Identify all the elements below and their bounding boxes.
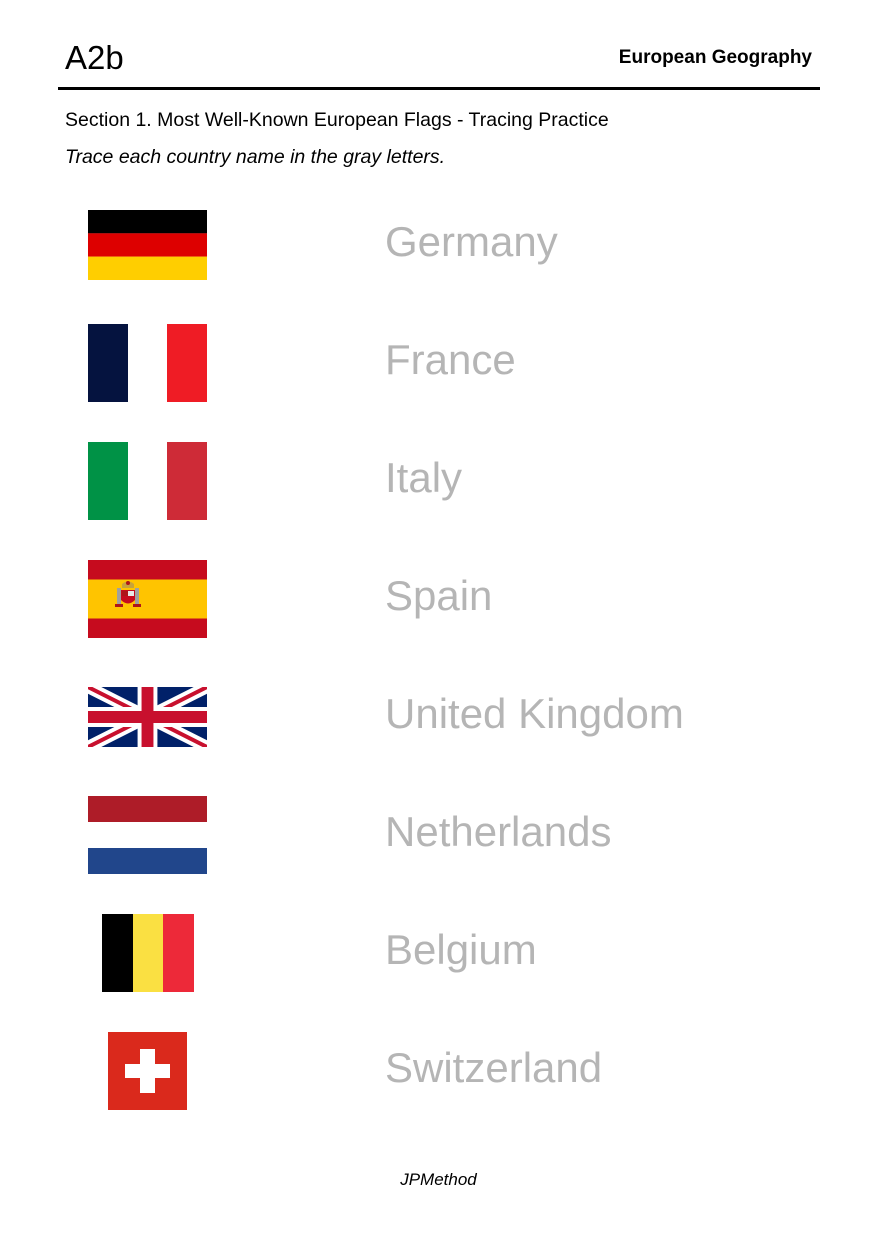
section-title: Section 1. Most Well-Known European Flag… [65, 109, 609, 131]
germany-flag [88, 210, 207, 280]
country-name-switzerland: Switzerland [385, 1044, 603, 1091]
level-label: A2b [65, 39, 124, 76]
flag-cell [88, 908, 207, 998]
country-name-germany: Germany [385, 218, 558, 265]
country-name-italy: Italy [385, 454, 463, 501]
country-name-belgium: Belgium [385, 926, 537, 973]
flag-row-netherlands: Netherlands [0, 790, 877, 908]
flag-row-france: France [0, 318, 877, 436]
flag-cell [88, 790, 207, 880]
flag-row-italy: Italy [0, 436, 877, 554]
page-header: A2b European Geography [0, 0, 877, 90]
country-name-netherlands: Netherlands [385, 808, 612, 855]
flag-row-united-kingdom: United Kingdom [0, 672, 877, 790]
flag-row-germany: Germany [0, 200, 877, 318]
country-name-united-kingdom: United Kingdom [385, 690, 684, 737]
flag-cell [88, 200, 207, 290]
flag-cell [88, 1026, 207, 1116]
belgium-flag [101, 914, 194, 992]
flag-list: Germany France Italy [0, 200, 877, 1144]
france-flag [88, 324, 207, 402]
flag-row-switzerland: Switzerland [0, 1026, 877, 1144]
united-kingdom-flag [88, 687, 207, 747]
spain-flag [88, 560, 207, 638]
flag-cell [88, 436, 207, 526]
flag-cell [88, 554, 207, 644]
switzerland-flag [108, 1032, 187, 1110]
header-divider [58, 87, 820, 90]
flag-cell [88, 672, 207, 762]
flag-row-spain: Spain [0, 554, 877, 672]
footer-brand: JPMethod [400, 1170, 477, 1189]
subject-title: European Geography [618, 47, 812, 68]
country-name-spain: Spain [385, 572, 493, 619]
italy-flag [88, 442, 207, 520]
flag-cell [88, 318, 207, 408]
instruction-text: Trace each country name in the gray lett… [65, 146, 446, 168]
netherlands-flag [88, 796, 207, 874]
flag-row-belgium: Belgium [0, 908, 877, 1026]
country-name-france: France [385, 336, 516, 383]
coat-of-arms-icon [115, 581, 141, 607]
